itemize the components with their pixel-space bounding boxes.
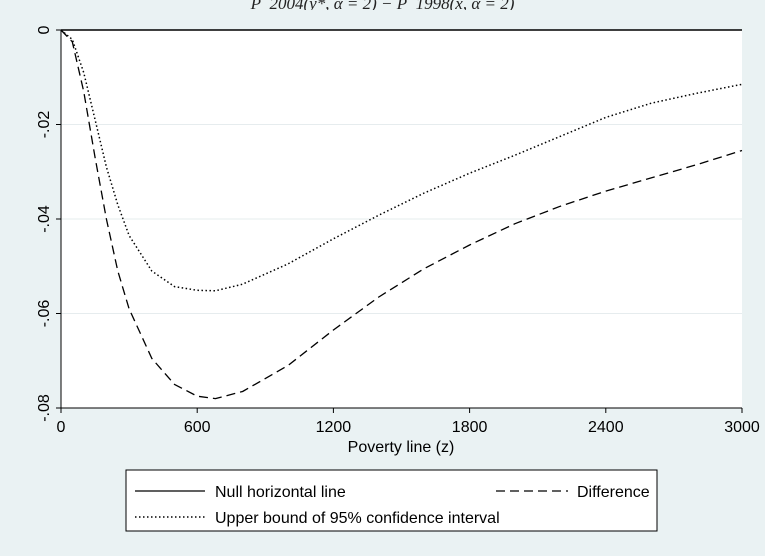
x-ticks: 0 600 1200 1800 2400 3000 bbox=[57, 408, 760, 436]
x-tick-label: 3000 bbox=[724, 419, 760, 436]
y-tick-label: 0 bbox=[36, 25, 53, 34]
x-tick-label: 2400 bbox=[588, 419, 624, 436]
series-lines bbox=[60, 29, 743, 400]
legend-label-difference: Difference bbox=[577, 484, 650, 501]
legend-label-null: Null horizontal line bbox=[215, 484, 346, 501]
y-tick-label: -.08 bbox=[36, 394, 53, 422]
legend-box bbox=[125, 469, 658, 532]
y-tick-label: -.02 bbox=[36, 111, 53, 139]
legend: Null horizontal line Difference Upper bo… bbox=[125, 469, 658, 532]
y-tick-label: -.04 bbox=[36, 205, 53, 233]
y-ticks: 0 -.02 -.04 -.06 -.08 bbox=[36, 25, 61, 422]
chart-formula-title: P_2004(y*, α = 2) − P_1998(x, α = 2) bbox=[250, 0, 515, 10]
legend-label-upper-bound: Upper bound of 95% confidence interval bbox=[215, 510, 500, 527]
x-tick-label: 1800 bbox=[452, 419, 488, 436]
x-tick-label: 600 bbox=[184, 419, 211, 436]
series-difference-line bbox=[60, 29, 743, 400]
x-axis-label: Poverty line (z) bbox=[348, 439, 455, 456]
series-upper-bound-line bbox=[60, 29, 743, 292]
x-tick-label: 1200 bbox=[316, 419, 352, 436]
y-tick-label: -.06 bbox=[36, 300, 53, 328]
x-tick-label: 0 bbox=[57, 419, 66, 436]
